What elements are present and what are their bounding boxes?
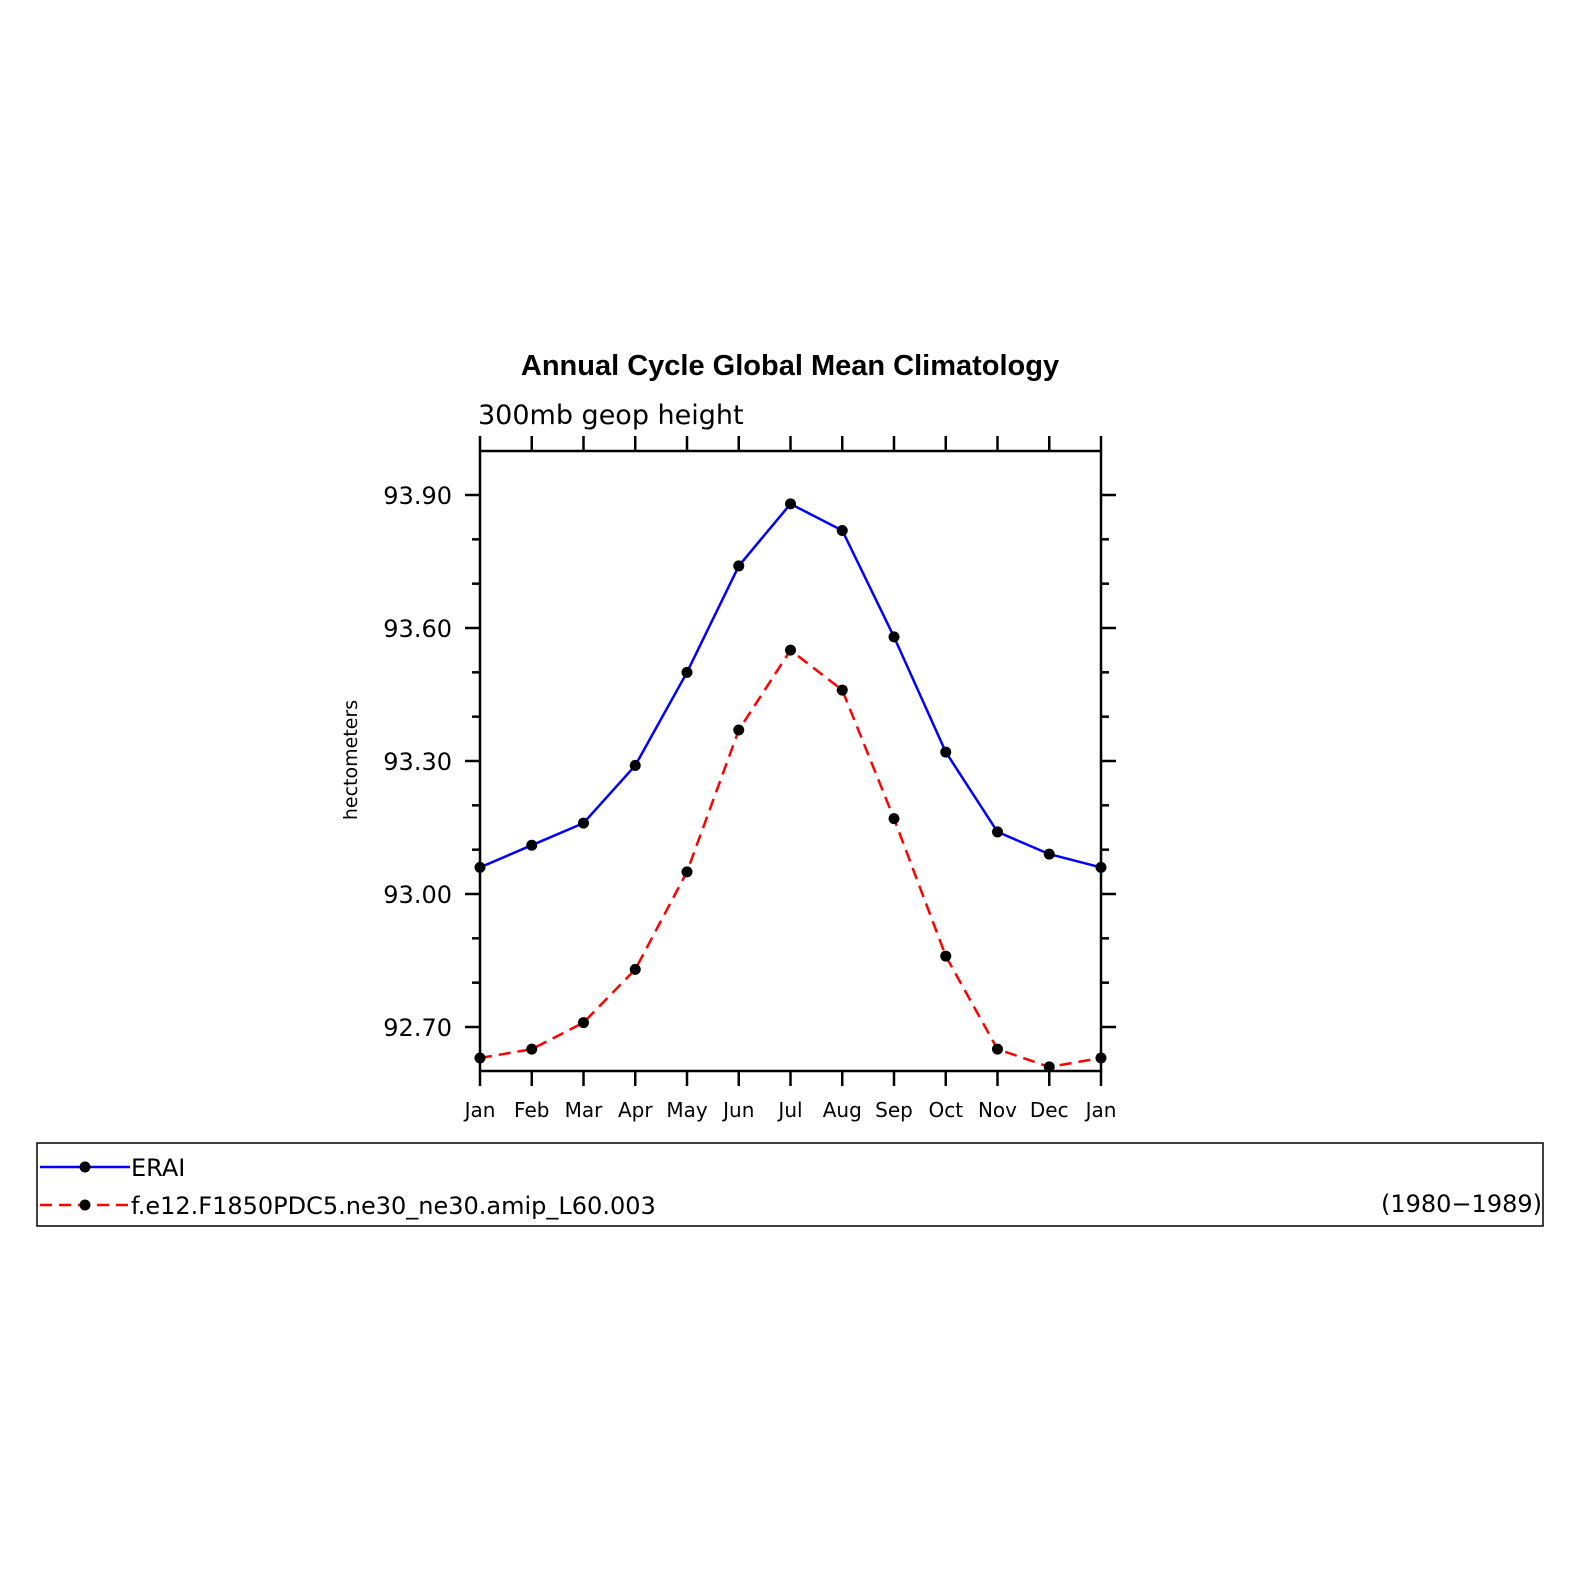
series-point-1	[992, 826, 1003, 838]
x-tick-label: Aug	[823, 1098, 862, 1122]
x-tick-label: Feb	[514, 1098, 549, 1122]
series-point-1	[578, 817, 589, 829]
x-tick-label: Oct	[928, 1098, 963, 1122]
series-point-2	[940, 950, 952, 962]
chart-subtitle: 300mb geop height	[478, 400, 744, 431]
series-point-2	[681, 866, 693, 878]
plot-frame	[478, 449, 1103, 1073]
series-point-1	[733, 560, 745, 572]
axis-ticks	[465, 436, 1116, 1086]
x-tick-label: May	[666, 1098, 708, 1122]
x-tick-label: Jan	[463, 1098, 496, 1122]
series-point-1	[785, 498, 796, 510]
series-point-1	[629, 759, 641, 771]
series-point-2	[836, 684, 848, 696]
series-point-2	[733, 724, 745, 736]
series-point-1	[1095, 861, 1107, 873]
y-tick-label: 93.00	[383, 881, 452, 909]
legend-marker-2	[79, 1199, 91, 1211]
legend-label-2: f.e12.F1850PDC5.ne30_ne30.amip_L60.003	[131, 1192, 656, 1220]
x-tick-label: Mar	[565, 1098, 604, 1122]
x-tick-label: Jun	[721, 1098, 754, 1122]
series-point-2	[992, 1043, 1003, 1055]
y-tick-label: 93.90	[383, 482, 452, 510]
series-point-2	[1095, 1052, 1107, 1064]
x-tick-label: Sep	[875, 1098, 913, 1122]
series-point-2	[888, 813, 900, 825]
series-point-1	[1043, 848, 1055, 860]
series-layer	[474, 498, 1107, 1073]
series-point-1	[474, 861, 486, 873]
y-axis-label: hectometers	[340, 700, 362, 820]
series-point-1	[888, 631, 900, 643]
x-tick-label: Apr	[618, 1098, 653, 1122]
series-point-1	[526, 839, 538, 851]
y-tick-label: 93.30	[383, 748, 452, 776]
y-tick-labels: 93.90 93.60 93.30 93.00 92.70	[383, 482, 452, 1042]
x-tick-labels: Jan Feb Mar Apr May Jun Jul Aug Sep Oct Nov Dec Jan	[463, 1098, 1117, 1122]
legend: ERAI f.e12.F1850PDC5.ne30_ne30.amip_L60.0…	[40, 1154, 656, 1220]
y-tick-label: 92.70	[383, 1014, 452, 1042]
legend-marker-1	[79, 1161, 91, 1173]
series-line-1	[479, 502, 1102, 869]
x-tick-label: Jan	[1084, 1098, 1117, 1122]
series-point-2	[629, 963, 641, 975]
x-tick-label: Nov	[978, 1098, 1017, 1122]
series-point-2	[474, 1052, 486, 1064]
series-point-1	[681, 666, 693, 678]
legend-label-1: ERAI	[131, 1154, 185, 1182]
y-tick-label: 93.60	[383, 615, 452, 643]
legend-box	[36, 1142, 1544, 1227]
x-tick-label: Dec	[1030, 1098, 1069, 1122]
series-point-2	[785, 644, 796, 656]
series-point-2	[1043, 1061, 1055, 1073]
x-tick-label: Jul	[776, 1098, 802, 1122]
series-point-1	[836, 524, 848, 536]
legend-period-note: (1980−1989)	[1381, 1190, 1542, 1218]
series-point-1	[940, 746, 952, 758]
series-point-2	[526, 1043, 538, 1055]
series-line-2	[479, 648, 1102, 1069]
chart-title: Annual Cycle Global Mean Climatology	[521, 350, 1059, 382]
series-point-2	[578, 1017, 589, 1029]
